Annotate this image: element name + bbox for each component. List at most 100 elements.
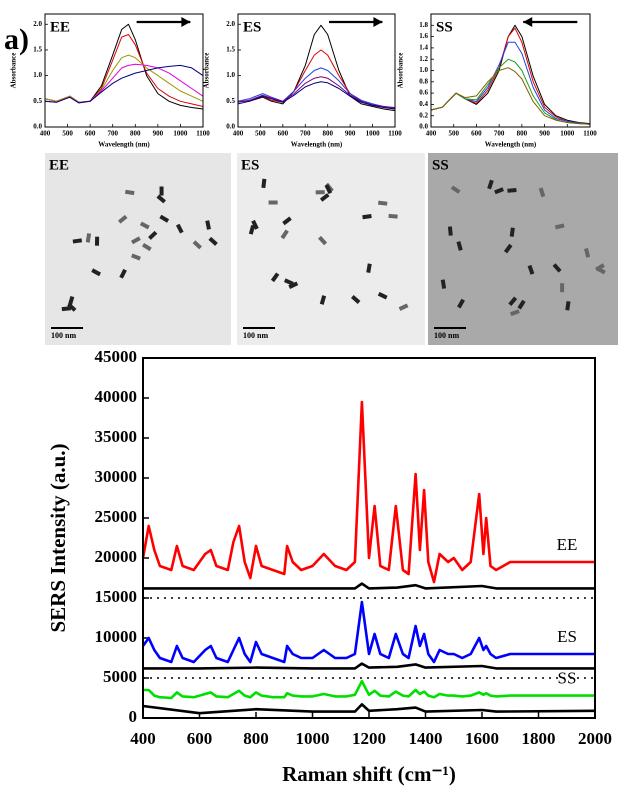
y-tick-label: 1.8 [419, 21, 428, 29]
y-tick-label: 2.0 [33, 20, 42, 28]
x-tick-label: 800 [243, 729, 269, 748]
nanorod [91, 268, 102, 277]
y-tick-label: 1.0 [226, 71, 235, 79]
nanorod [447, 226, 453, 236]
x-tick-label: 1200 [352, 729, 386, 748]
series-line [237, 81, 396, 110]
nanorod [503, 243, 513, 254]
x-tick-label: 600 [85, 130, 96, 138]
nanorod [67, 302, 77, 312]
x-tick-label: 1000 [560, 130, 575, 138]
y-tick-label: 45000 [95, 347, 138, 366]
nanorod [130, 236, 141, 245]
series-line [430, 24, 591, 125]
plot-frame [430, 13, 591, 128]
image-label: SS [432, 157, 449, 173]
nanorod [319, 193, 330, 202]
nanorod [283, 278, 294, 286]
nanorod [248, 224, 256, 235]
y-tick-label: 0 [129, 707, 138, 726]
y-tick-label: 0.0 [419, 123, 428, 131]
nanorod [507, 188, 517, 193]
nanorod [509, 227, 515, 237]
nanorod [94, 236, 100, 246]
nanorod [131, 253, 141, 261]
series-line [238, 24, 396, 112]
nanorod [315, 190, 325, 195]
y-tick-label: 1.2 [419, 55, 428, 63]
x-tick-label: 1000 [173, 130, 188, 138]
nanorod [148, 230, 158, 240]
series-line [141, 600, 595, 664]
y-tick-label: 0.5 [33, 97, 42, 105]
y-tick-label: 1.0 [33, 71, 42, 79]
y-tick-label: 1.0 [419, 66, 428, 74]
y-tick-label: 10000 [95, 627, 138, 646]
x-tick-label: 500 [255, 130, 266, 138]
x-tick-label: 1000 [366, 130, 381, 138]
y-tick-label: 0.6 [419, 89, 428, 97]
y-tick-label: 1.5 [33, 46, 42, 54]
nanorod [324, 184, 333, 195]
series-line [141, 400, 595, 584]
x-tick-label: 400 [426, 130, 437, 138]
nanorod [288, 281, 299, 289]
nanorod [440, 279, 447, 289]
nanorod [398, 303, 409, 311]
nanorod [560, 283, 565, 293]
y-tick-label: 0.4 [419, 100, 428, 108]
x-tick-label: 500 [448, 130, 459, 138]
x-tick-label: 900 [539, 130, 550, 138]
nanorod [119, 268, 127, 279]
nanorod [388, 213, 398, 219]
nanorod [527, 264, 535, 275]
plot-frame [142, 357, 596, 719]
x-tick-label: 400 [233, 130, 244, 138]
x-tick-label: 900 [345, 130, 356, 138]
nanorod [377, 291, 388, 300]
y-tick-label: 0.2 [419, 111, 428, 119]
series-line [142, 703, 596, 715]
y-tick-label: 25000 [95, 507, 138, 526]
y-tick-label: 1.5 [226, 46, 235, 54]
x-tick-label: 1800 [522, 729, 556, 748]
nanorod [117, 214, 128, 224]
x-tick-label: 600 [471, 130, 482, 138]
series-line [430, 41, 591, 125]
x-axis-label: Wavelength (nm) [98, 141, 150, 149]
y-tick-label: 20000 [95, 547, 138, 566]
x-tick-label: 1100 [196, 130, 210, 138]
series-line [430, 67, 591, 125]
x-tick-label: 500 [62, 130, 73, 138]
x-tick-label: 1100 [388, 130, 402, 138]
y-tick-label: 2.0 [226, 20, 235, 28]
nanorod [450, 185, 461, 194]
nanorod [139, 221, 150, 230]
series-line [44, 54, 204, 103]
series-line [237, 67, 396, 108]
nanorod [251, 219, 259, 230]
nanorod [552, 263, 562, 273]
nanorod [125, 189, 135, 196]
arrow-head [523, 17, 533, 27]
nanorod [509, 309, 520, 317]
nanorod [268, 200, 278, 205]
y-axis-label: SERS Intensity (a.u.) [46, 443, 70, 632]
series-line [143, 662, 595, 670]
x-tick-label: 400 [40, 130, 51, 138]
series-line [44, 34, 204, 107]
series-line [238, 49, 396, 110]
x-tick-label: 400 [130, 729, 156, 748]
y-axis-label: Absorbance [10, 53, 18, 89]
nanorod [282, 216, 292, 226]
series-line [44, 64, 204, 104]
y-tick-label: 35000 [95, 427, 138, 446]
nanorod [156, 194, 166, 204]
scale-label: 100 nm [243, 331, 268, 340]
series-label: SS [558, 669, 577, 688]
nanorod [280, 229, 289, 240]
nanorod [554, 223, 565, 230]
panel-label: a) [4, 23, 29, 56]
x-tick-label: 900 [153, 130, 164, 138]
y-tick-label: 0.0 [33, 123, 42, 131]
